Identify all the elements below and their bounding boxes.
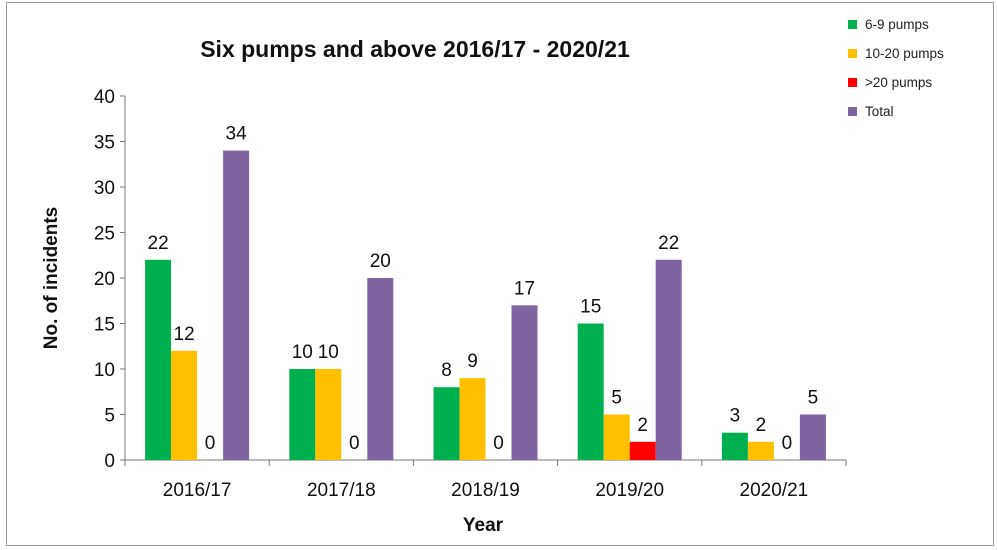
legend-swatch (848, 107, 857, 116)
bar (223, 150, 250, 460)
legend: 6-9 pumps 10-20 pumps >20 pumps Total (848, 10, 944, 126)
data-label: 10 (292, 342, 313, 363)
bar (367, 278, 394, 460)
bar (721, 432, 748, 460)
data-label: 5 (611, 388, 622, 409)
y-tick-label: 35 (94, 133, 115, 154)
data-label: 0 (782, 433, 793, 454)
data-label: 2 (637, 415, 648, 436)
x-tick-label: 2019/20 (595, 480, 664, 501)
legend-item: Total (848, 97, 944, 126)
bar (747, 441, 774, 460)
x-tick-label: 2018/19 (451, 480, 520, 501)
data-label: 22 (658, 233, 679, 254)
bar (315, 369, 342, 460)
legend-item: 10-20 pumps (848, 39, 944, 68)
bar (433, 387, 460, 460)
legend-item: >20 pumps (848, 68, 944, 97)
data-label: 0 (493, 433, 504, 454)
legend-label: 10-20 pumps (865, 46, 944, 61)
bar (799, 414, 826, 460)
data-label: 5 (808, 388, 819, 409)
data-label: 34 (226, 124, 248, 145)
bar (603, 414, 630, 460)
bar (577, 323, 604, 460)
bar (145, 259, 172, 460)
y-tick-label: 0 (104, 451, 115, 472)
data-label: 22 (148, 233, 169, 254)
data-label: 0 (349, 433, 360, 454)
y-tick-label: 40 (94, 87, 115, 108)
data-label: 2 (756, 415, 767, 436)
data-label: 8 (441, 360, 452, 381)
legend-swatch (848, 20, 857, 29)
bar (459, 378, 486, 460)
y-tick-label: 15 (94, 315, 115, 336)
x-tick-label: 2020/21 (740, 480, 809, 501)
data-label: 20 (370, 251, 391, 272)
y-tick-label: 5 (104, 406, 115, 427)
legend-item: 6-9 pumps (848, 10, 944, 39)
legend-swatch (848, 78, 857, 87)
bar (511, 305, 538, 460)
bar (289, 369, 316, 460)
data-label: 3 (730, 406, 741, 427)
y-axis-label: No. of incidents (41, 207, 62, 350)
bar (629, 441, 656, 460)
legend-label: >20 pumps (865, 75, 933, 90)
data-label: 9 (467, 351, 478, 372)
bar (171, 350, 198, 460)
chart-title: Six pumps and above 2016/17 - 2020/21 (200, 36, 630, 62)
data-label: 12 (174, 324, 195, 345)
data-label: 10 (318, 342, 339, 363)
y-tick-label: 30 (94, 178, 115, 199)
legend-label: Total (865, 104, 894, 119)
bars (145, 150, 826, 460)
data-label: 15 (580, 297, 601, 318)
legend-swatch (848, 49, 857, 58)
x-tick-label: 2016/17 (163, 480, 232, 501)
y-tick-label: 25 (94, 224, 115, 245)
bar (655, 259, 682, 460)
data-label: 17 (514, 278, 535, 299)
data-label: 0 (205, 433, 216, 454)
x-axis-label: Year (463, 515, 504, 536)
y-tick-label: 20 (94, 269, 115, 290)
legend-label: 6-9 pumps (865, 17, 929, 32)
x-tick-label: 2017/18 (307, 480, 376, 501)
y-tick-label: 10 (94, 360, 115, 381)
